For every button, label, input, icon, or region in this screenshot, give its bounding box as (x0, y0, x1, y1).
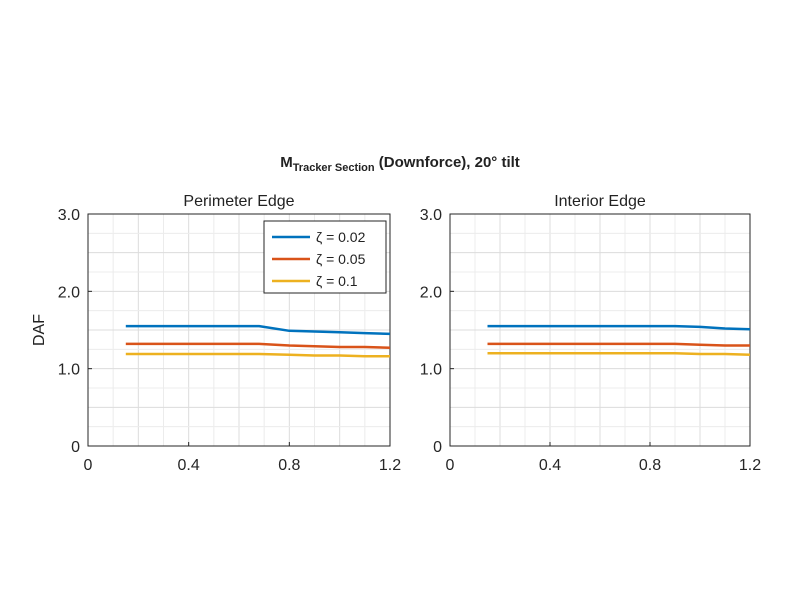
series-line-3 (487, 351, 750, 356)
figure-title-main: M (280, 154, 293, 171)
y-tick-label: 0 (433, 439, 442, 456)
chart-title: Perimeter Edge (183, 193, 294, 210)
legend: ζ = 0.02 ζ = 0.05 ζ = 0.1 (263, 220, 387, 294)
chart-2: 0 0.4 0.8 1.2 0 1.0 2.0 3.0 Interior Edge (420, 193, 761, 474)
x-tick-label: 0.8 (639, 457, 661, 474)
figure-title-rest: (Downforce), 20° tilt (374, 154, 520, 171)
y-axis-label: DAF (31, 314, 48, 346)
chart-title: Interior Edge (554, 193, 646, 210)
figure-title-subscript: Tracker Section (292, 162, 375, 174)
legend-label-2: ζ = 0.05 (316, 251, 366, 267)
series-group (487, 324, 750, 356)
x-tick-label: 1.2 (379, 457, 401, 474)
y-tick-label: 3.0 (420, 207, 442, 224)
grid (450, 214, 750, 446)
chart-1: 0 0.4 0.8 1.2 0 1.0 2.0 3.0 Perimeter Edge DAF ζ =… (31, 193, 401, 474)
x-tick-label: 0.8 (278, 457, 300, 474)
figure-title: MTracker Section (Downforce), 20° tilt (0, 154, 800, 174)
x-tick-label: 1.2 (739, 457, 761, 474)
x-tick-label: 0 (446, 457, 455, 474)
y-tick-label: 2.0 (58, 284, 80, 301)
legend-label-1: ζ = 0.02 (316, 229, 366, 245)
series-line-1 (125, 324, 390, 336)
legend-label-3: ζ = 0.1 (316, 273, 358, 289)
y-tick-label: 0 (71, 439, 80, 456)
x-tick-label: 0.4 (178, 457, 200, 474)
x-tick-label: 0.4 (539, 457, 561, 474)
y-tick-label: 3.0 (58, 207, 80, 224)
series-line-2 (487, 342, 750, 347)
series-line-2 (125, 342, 390, 350)
axes-box (87, 213, 391, 447)
series-line-3 (125, 352, 390, 358)
x-tick-label: 0 (84, 457, 93, 474)
series-group (125, 324, 390, 358)
y-tick-label: 2.0 (420, 284, 442, 301)
axes-box (449, 213, 751, 447)
series-line-1 (487, 324, 750, 331)
y-tick-label: 1.0 (58, 362, 80, 379)
y-tick-label: 1.0 (420, 362, 442, 379)
